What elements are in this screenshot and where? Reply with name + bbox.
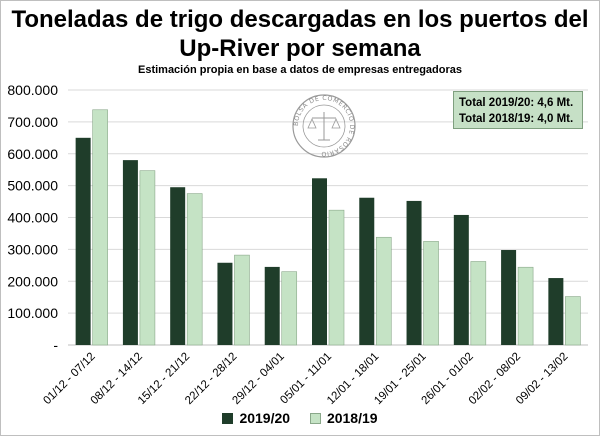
y-tick-label: 800.000: [7, 82, 58, 98]
bar-2019-20: [170, 187, 186, 345]
y-tick-label: 700.000: [7, 114, 58, 130]
bar-2019-20: [501, 250, 517, 345]
y-tick-label: 200.000: [7, 273, 58, 289]
legend-item-2019-20: 2019/20: [222, 410, 290, 426]
chart-title-line-1: Toneladas de trigo descargadas en los pu…: [11, 6, 589, 33]
y-tick-label: 400.000: [7, 210, 58, 226]
bolsa-seal-watermark: BOLSA DE COMERCIO DE ROSARIO: [292, 94, 356, 158]
y-tick-label: 300.000: [7, 241, 58, 257]
bar-2018-19: [139, 170, 156, 346]
bar-2018-19: [375, 236, 392, 346]
y-tick-label: 100.000: [7, 305, 58, 321]
totals-box: Total 2019/20: 4,6 Mt. Total 2018/19: 4,…: [453, 91, 583, 129]
total-2019-20: Total 2019/20: 4,6 Mt.: [459, 97, 574, 109]
bar-2019-20: [312, 178, 327, 345]
bar-2018-19: [281, 271, 298, 346]
bar-2019-20: [122, 160, 138, 345]
y-tick-label: 500.000: [7, 178, 58, 194]
legend-swatch-2018-19: [309, 412, 321, 424]
bar-2019-20: [359, 197, 375, 345]
bar-2018-19: [234, 254, 250, 346]
legend-label-2019-20: 2019/20: [239, 410, 291, 426]
bar-2018-19: [92, 109, 108, 346]
bar-2019-20: [406, 200, 422, 345]
chart-subtitle: Estimación propia en base a datos de emp…: [137, 64, 462, 76]
bar-2019-20: [75, 137, 91, 345]
chart-title-line-2: Up-River por semana: [179, 35, 421, 62]
total-2018-19: Total 2018/19: 4,0 Mt.: [459, 113, 574, 125]
bar-2019-20: [548, 278, 564, 345]
y-tick-label: -: [53, 337, 58, 353]
legend-item-2018-19: 2018/19: [309, 410, 378, 426]
legend-swatch-2019-20: [222, 412, 234, 424]
legend-label-2018-19: 2018/19: [326, 410, 378, 426]
y-tick-label: 600.000: [7, 146, 58, 162]
bar-2018-19: [328, 209, 345, 346]
bar-2018-19: [423, 241, 439, 346]
bar-2019-20: [453, 214, 469, 345]
bar-2018-19: [517, 266, 534, 346]
bar-2018-19: [186, 193, 203, 346]
bar-2018-19: [565, 296, 581, 346]
bar-2018-19: [470, 261, 487, 346]
bar-2019-20: [217, 262, 233, 345]
bar-2019-20: [264, 266, 280, 345]
chart-legend: 2019/20 2018/19: [0, 410, 600, 427]
